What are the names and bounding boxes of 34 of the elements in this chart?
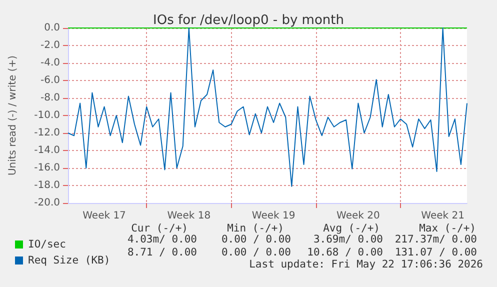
- y-tick-label: -6.0: [40, 75, 60, 86]
- text: 8.71 / 0.00: [127, 246, 198, 258]
- text: Min (-/+): [227, 222, 284, 234]
- y-axis-title: Units read (-) / write (+): [8, 55, 18, 176]
- chart-title: IOs for /dev/loop0 - by month: [153, 13, 344, 28]
- text: Last update: Fri May 22 17:06:36 2026: [249, 258, 484, 270]
- text: Cur (-/+): [131, 222, 188, 234]
- legend-label: Req Size (KB): [28, 254, 110, 266]
- text: 217.37m/ 0.00: [394, 234, 478, 246]
- x-tick-label: Week 19: [252, 210, 296, 222]
- text: 0.00 / 0.00: [221, 246, 292, 258]
- line-series: [68, 28, 468, 187]
- text: 131.07 / 0.00: [394, 246, 478, 258]
- legend-label: IO/sec: [28, 238, 66, 250]
- y-tick-label: -14.0: [34, 145, 60, 156]
- y-tick-label: -8.0: [40, 92, 60, 104]
- y-tick-label: -10.0: [34, 110, 60, 121]
- text: Max (-/+): [419, 222, 476, 234]
- text: 0.00 / 0.00: [221, 234, 292, 246]
- text: 4.03m/ 0.00: [127, 234, 198, 246]
- x-tick-label: Week 18: [167, 210, 211, 222]
- x-tick-label: Week 21: [421, 210, 464, 222]
- y-tick-label: 0.0: [44, 22, 60, 34]
- text: 10.68 / 0.00: [307, 246, 383, 258]
- y-tick-label: -4.0: [40, 58, 60, 68]
- y-tick-label: -16.0: [34, 162, 60, 174]
- text: 3.69m/ 0.00: [313, 234, 384, 246]
- x-tick-label: Week 17: [82, 210, 126, 222]
- x-tick-label: Week 20: [336, 210, 380, 222]
- y-tick-label: -12.0: [34, 128, 60, 138]
- text: Avg (-/+): [323, 222, 380, 234]
- y-tick-label: -2.0: [40, 40, 60, 51]
- y-tick-label: -18.0: [34, 180, 60, 191]
- y-tick-label: -20.0: [34, 198, 60, 208]
